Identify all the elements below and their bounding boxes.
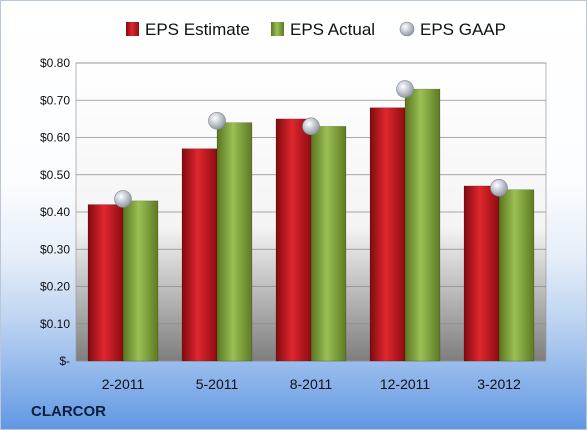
gaap-marker xyxy=(396,80,414,98)
bar-eps-estimate xyxy=(369,107,406,362)
y-tick-label: $0.70 xyxy=(40,93,70,107)
legend-swatch xyxy=(126,22,139,36)
gaap-marker xyxy=(302,117,320,136)
x-tick-label: 8-2011 xyxy=(290,376,333,392)
x-tick-label: 3-2012 xyxy=(477,376,521,392)
x-tick-label: 2-2011 xyxy=(102,376,145,392)
y-tick-label: $0.10 xyxy=(40,317,70,331)
y-tick-label: $0.50 xyxy=(40,168,70,182)
legend-swatch xyxy=(271,22,284,36)
gaap-marker xyxy=(114,190,132,208)
legend-label: EPS GAAP xyxy=(420,20,506,39)
bar-eps-actual xyxy=(216,122,253,362)
bar-eps-estimate xyxy=(87,204,124,362)
y-axis-ticks: $- $0.10 $0.20 $0.30 $0.40 $0.50 $0.60 $0.70 $0.… xyxy=(40,56,70,368)
legend-label: EPS Actual xyxy=(290,20,375,39)
bar-eps-actual xyxy=(404,88,441,362)
bar-eps-actual xyxy=(310,126,347,362)
bar-eps-estimate xyxy=(463,185,500,362)
bar-eps-actual xyxy=(122,200,159,362)
company-label: CLARCOR xyxy=(31,403,106,420)
bar-eps-estimate xyxy=(181,148,218,362)
legend-swatch xyxy=(399,21,415,37)
gaap-markers xyxy=(114,80,508,208)
bars xyxy=(87,88,535,362)
x-tick-label: 12-2011 xyxy=(380,376,431,392)
bar-eps-estimate xyxy=(275,118,312,362)
legend-label: EPS Estimate xyxy=(145,20,250,39)
bar-eps-actual xyxy=(498,189,535,362)
x-axis-ticks: 2-2011 5-2011 8-2011 12-2011 3-2012 xyxy=(102,376,521,392)
x-tick-label: 5-2011 xyxy=(196,376,239,392)
y-tick-label: $0.30 xyxy=(40,242,70,256)
y-tick-label: $- xyxy=(59,354,70,368)
gaap-marker xyxy=(490,178,508,197)
legend: EPS Estimate EPS Actual EPS GAAP xyxy=(126,20,506,39)
y-tick-label: $0.80 xyxy=(40,56,70,70)
y-tick-label: $0.40 xyxy=(40,205,70,219)
y-tick-label: $0.60 xyxy=(40,131,70,145)
gaap-marker xyxy=(208,111,226,130)
y-tick-label: $0.20 xyxy=(40,280,70,294)
